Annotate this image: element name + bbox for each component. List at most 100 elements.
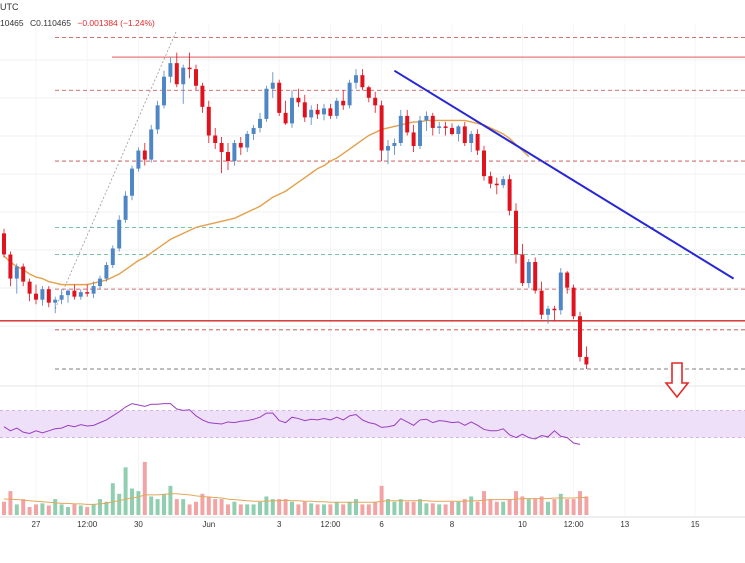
- volume-bar: [264, 496, 269, 515]
- candle-body: [533, 262, 538, 291]
- x-tick-label: 6: [379, 520, 384, 529]
- candle-body: [514, 210, 518, 255]
- volume-bar: [354, 499, 358, 515]
- candle-body: [226, 152, 230, 162]
- volume-bar: [174, 499, 179, 515]
- candle-body: [462, 126, 467, 143]
- candle: [8, 251, 13, 287]
- timezone-label: UTC: [0, 2, 19, 12]
- candle: [226, 142, 230, 171]
- candle-body: [27, 281, 32, 294]
- volume-bar: [334, 501, 339, 515]
- volume-bar: [27, 507, 32, 515]
- candle: [507, 174, 512, 216]
- volume-bar: [162, 493, 166, 515]
- candle: [526, 259, 531, 288]
- candle-body: [507, 179, 512, 211]
- candle-body: [21, 266, 26, 282]
- candle-body: [59, 295, 64, 300]
- volume-bar: [91, 504, 96, 515]
- candle: [411, 124, 416, 153]
- candle-body: [571, 287, 576, 317]
- volume-bar: [405, 501, 410, 515]
- candle: [398, 109, 403, 147]
- x-tick-label: 30: [134, 520, 143, 529]
- volume-bar: [539, 496, 544, 515]
- candle-body: [277, 82, 282, 113]
- volume-bar: [501, 501, 506, 515]
- volume-bar: [341, 504, 346, 515]
- candle: [475, 129, 480, 156]
- volume-bar: [8, 491, 13, 515]
- candle-body: [270, 82, 275, 89]
- candle-body: [149, 129, 154, 160]
- ema-line: [3, 119, 530, 286]
- volume-bar: [373, 501, 378, 515]
- candle: [309, 105, 314, 125]
- candle: [168, 57, 173, 83]
- x-tick-label: 12:00: [77, 520, 98, 529]
- candle: [110, 245, 115, 269]
- ohlc-open: 10465: [0, 18, 24, 28]
- candle-body: [334, 100, 339, 116]
- x-tick-label: 15: [691, 520, 700, 529]
- volume-bar: [424, 503, 429, 515]
- candle: [21, 263, 26, 287]
- volume-bar: [78, 505, 83, 515]
- candle-body: [309, 109, 314, 118]
- candle-body: [482, 150, 486, 177]
- volume-bar: [462, 499, 467, 515]
- x-tick-label: 8: [450, 520, 455, 529]
- volume-bar: [507, 499, 512, 515]
- candle-body: [8, 254, 13, 279]
- volume-bar: [411, 501, 416, 515]
- candle: [277, 79, 282, 116]
- volume-bar: [546, 501, 550, 515]
- candle: [162, 70, 166, 109]
- candle-body: [539, 290, 544, 315]
- volume-bar: [270, 499, 275, 515]
- candle: [136, 147, 141, 172]
- candle: [456, 124, 461, 142]
- trendline: [393, 69, 735, 280]
- candle-body: [546, 308, 550, 315]
- candle-body: [72, 290, 77, 297]
- candle-body: [411, 132, 416, 147]
- candle-body: [98, 278, 102, 287]
- candle: [174, 52, 179, 88]
- volume-bar: [149, 496, 154, 515]
- volume-bar: [117, 493, 122, 515]
- volume-bar: [155, 499, 160, 515]
- candle: [200, 82, 205, 113]
- volume-bar: [245, 504, 250, 515]
- candle-body: [155, 105, 160, 130]
- candle: [264, 85, 269, 122]
- candle: [405, 109, 410, 136]
- candle: [245, 130, 250, 153]
- volume-bar: [110, 483, 115, 515]
- rsi-pane: [0, 403, 745, 445]
- volume-bar: [130, 488, 134, 515]
- candle-body: [296, 97, 301, 103]
- volume-bar: [571, 499, 576, 515]
- candle-body: [91, 286, 96, 294]
- candle: [40, 286, 45, 306]
- candle: [347, 79, 352, 109]
- candle-body: [386, 146, 390, 151]
- volume-bar: [53, 499, 58, 515]
- candle-body: [264, 88, 269, 119]
- candle: [78, 289, 83, 300]
- candle: [558, 268, 563, 315]
- x-tick-label: 13: [620, 520, 629, 529]
- candle: [571, 284, 576, 320]
- volume-bar: [277, 499, 282, 515]
- candle-body: [14, 266, 19, 279]
- down-arrow-icon: [664, 362, 690, 399]
- down-arrow-shape: [664, 362, 690, 399]
- candle: [66, 289, 70, 303]
- volume-bar: [418, 499, 422, 515]
- candle-body: [34, 293, 38, 300]
- volume-bar: [328, 504, 333, 515]
